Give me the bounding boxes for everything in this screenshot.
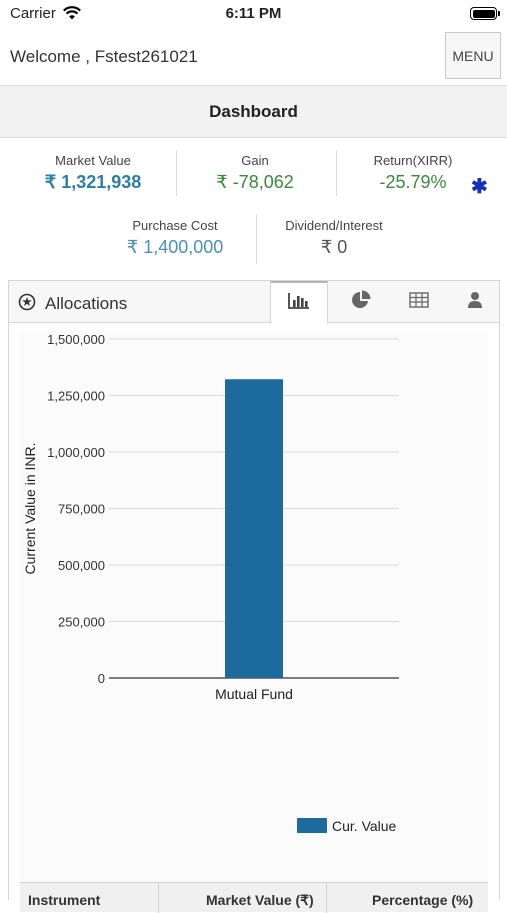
app-header: Welcome , Fstest261021 MENU xyxy=(0,28,507,86)
market-value-label: Market Value xyxy=(55,153,131,168)
column-header-percentage[interactable]: Percentage (%) xyxy=(372,892,474,908)
column-header-instrument[interactable]: Instrument xyxy=(28,892,101,908)
allocation-table-header: Instrument Market Value (₹) Percentage (… xyxy=(20,882,488,913)
dividend-label: Dividend/Interest xyxy=(285,218,383,233)
return-info-icon[interactable]: ✱ xyxy=(471,176,488,198)
legend-swatch xyxy=(297,818,327,833)
divider xyxy=(256,214,257,264)
return-label: Return(XIRR) xyxy=(373,153,453,168)
menu-button[interactable]: MENU xyxy=(445,32,501,79)
allocations-header: Allocations xyxy=(9,281,499,324)
status-time: 6:11 PM xyxy=(225,5,282,22)
status-bar: Carrier 6:11 PM xyxy=(0,0,507,28)
divider xyxy=(326,883,327,913)
legend-label: Cur. Value xyxy=(332,818,397,834)
divider xyxy=(336,150,337,196)
table-icon xyxy=(409,291,429,313)
tab-table[interactable] xyxy=(390,281,448,323)
bar-chart-icon xyxy=(288,292,310,315)
allocations-title: Allocations xyxy=(45,294,128,313)
bar xyxy=(225,379,283,678)
allocations-panel: Allocations xyxy=(8,280,500,901)
y-tick-label: 750,000 xyxy=(58,502,105,517)
gain-label: Gain xyxy=(241,153,269,168)
divider xyxy=(176,150,177,196)
allocation-chart: 0 250,000 500,000 750,000 1,000,000 1,250,000… xyxy=(19,331,489,901)
market-value-stat: Market Value ₹ 1,321,938 xyxy=(14,153,172,193)
pie-chart-icon xyxy=(351,290,371,315)
y-axis-label: Current Value in INR. xyxy=(22,442,38,574)
return-stat: Return(XIRR) -25.79% xyxy=(338,153,488,193)
gain-stat: Gain ₹ -78,062 xyxy=(180,153,330,193)
settings-circle-icon xyxy=(18,293,36,311)
battery-icon xyxy=(470,7,500,20)
y-tick-label: 1,250,000 xyxy=(47,389,105,404)
market-value-amount: ₹ 1,321,938 xyxy=(44,172,142,192)
purchase-cost-amount: ₹ 1,400,000 xyxy=(126,237,224,257)
dividend-stat: Dividend/Interest ₹ 0 xyxy=(258,218,410,258)
carrier-label: Carrier xyxy=(10,5,56,22)
wifi-icon xyxy=(62,5,82,21)
return-amount: -25.79% xyxy=(379,172,447,192)
y-tick-label: 250,000 xyxy=(58,615,105,630)
divider xyxy=(158,883,159,913)
dividend-amount: ₹ 0 xyxy=(320,237,348,257)
y-tick-label: 1,500,000 xyxy=(47,332,105,347)
welcome-text: Welcome , Fstest261021 xyxy=(10,47,198,66)
purchase-cost-label: Purchase Cost xyxy=(132,218,218,233)
user-icon xyxy=(467,291,483,314)
y-tick-label: 500,000 xyxy=(58,558,105,573)
gain-amount: ₹ -78,062 xyxy=(216,172,294,192)
x-tick-label: Mutual Fund xyxy=(215,686,293,702)
tab-user[interactable] xyxy=(446,281,504,323)
page-title: Dashboard xyxy=(0,86,507,138)
bar-chart: 0 250,000 500,000 750,000 1,000,000 1,250,000… xyxy=(22,332,399,834)
purchase-cost-stat: Purchase Cost ₹ 1,400,000 xyxy=(96,218,254,258)
y-tick-label: 0 xyxy=(98,671,105,686)
column-header-market-value[interactable]: Market Value (₹) xyxy=(206,892,314,908)
y-tick-label: 1,000,000 xyxy=(47,445,105,460)
portfolio-summary: Market Value ₹ 1,321,938 Gain ₹ -78,062 … xyxy=(0,138,507,278)
tab-pie-chart[interactable] xyxy=(332,281,390,323)
tab-bar-chart[interactable] xyxy=(270,281,328,324)
